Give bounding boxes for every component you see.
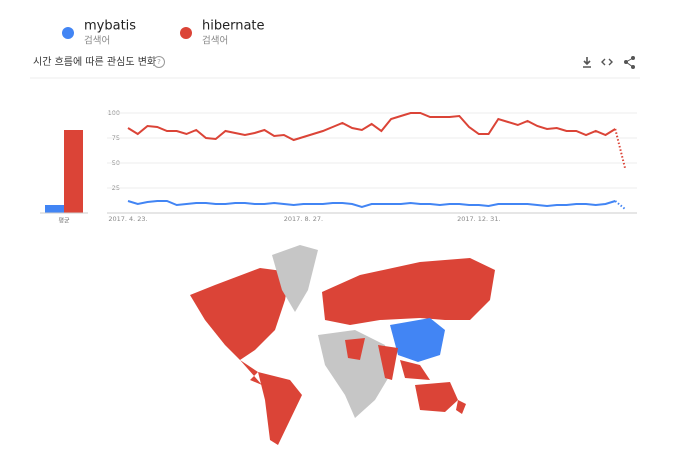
average-bar xyxy=(45,205,64,213)
section-title: 시간 흐름에 따른 관심도 변화 xyxy=(33,56,156,68)
help-icon[interactable] xyxy=(153,56,165,68)
download-icon[interactable] xyxy=(583,57,591,68)
x-tick-label: 평균 xyxy=(58,217,70,225)
legend-name: hibernate xyxy=(202,19,265,34)
partial-segment xyxy=(614,200,626,210)
world-map xyxy=(190,245,495,445)
help-mark: ? xyxy=(157,58,161,66)
x-tick-label: 2017. 8. 27. xyxy=(284,215,323,223)
trend-line xyxy=(127,112,616,142)
x-tick-label: 2017. 12. 31. xyxy=(457,215,500,223)
legend-subtitle: 검색어 xyxy=(84,35,110,47)
trend-line xyxy=(127,200,616,209)
legend-marker xyxy=(180,27,192,39)
x-tick-label: 2017. 4. 23. xyxy=(108,215,147,223)
share-icon[interactable] xyxy=(624,56,635,69)
embed-icon[interactable] xyxy=(601,58,613,66)
legend-subtitle: 검색어 xyxy=(202,35,228,47)
legend-marker xyxy=(62,27,74,39)
average-bar xyxy=(64,130,83,213)
legend-name: mybatis xyxy=(84,19,136,34)
